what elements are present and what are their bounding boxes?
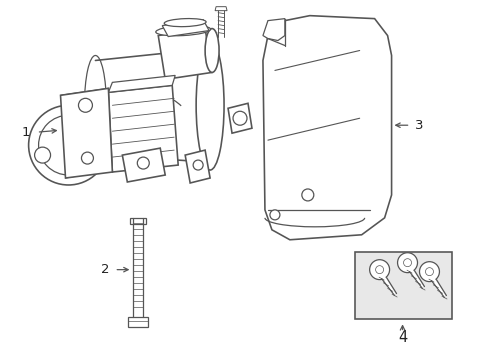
Circle shape	[193, 160, 203, 170]
Polygon shape	[227, 103, 251, 133]
Polygon shape	[185, 150, 210, 183]
Polygon shape	[263, 19, 285, 41]
Circle shape	[78, 98, 92, 112]
Circle shape	[425, 268, 432, 276]
Circle shape	[29, 105, 108, 185]
Circle shape	[375, 266, 383, 274]
Text: 4: 4	[397, 330, 407, 345]
Circle shape	[137, 157, 149, 169]
Polygon shape	[108, 85, 178, 172]
Circle shape	[39, 115, 98, 175]
Circle shape	[35, 147, 50, 163]
Circle shape	[233, 111, 246, 125]
Circle shape	[419, 262, 439, 282]
Ellipse shape	[196, 41, 224, 170]
Polygon shape	[130, 218, 146, 224]
Circle shape	[369, 260, 389, 280]
Text: 2: 2	[101, 263, 109, 276]
Circle shape	[269, 210, 279, 220]
Polygon shape	[128, 318, 148, 328]
Ellipse shape	[156, 26, 210, 36]
Polygon shape	[122, 148, 165, 182]
Text: 3: 3	[414, 119, 423, 132]
Ellipse shape	[164, 19, 205, 27]
Circle shape	[403, 259, 411, 267]
Polygon shape	[61, 88, 112, 178]
Polygon shape	[61, 88, 108, 100]
Bar	[354, 252, 451, 319]
Polygon shape	[162, 20, 209, 37]
Polygon shape	[158, 28, 212, 80]
Text: 1: 1	[21, 126, 30, 139]
Polygon shape	[108, 75, 175, 92]
Circle shape	[397, 253, 417, 273]
Ellipse shape	[84, 55, 106, 155]
Ellipse shape	[204, 28, 219, 72]
Circle shape	[301, 189, 313, 201]
Polygon shape	[215, 7, 226, 11]
Circle shape	[81, 152, 93, 164]
Polygon shape	[263, 15, 391, 240]
